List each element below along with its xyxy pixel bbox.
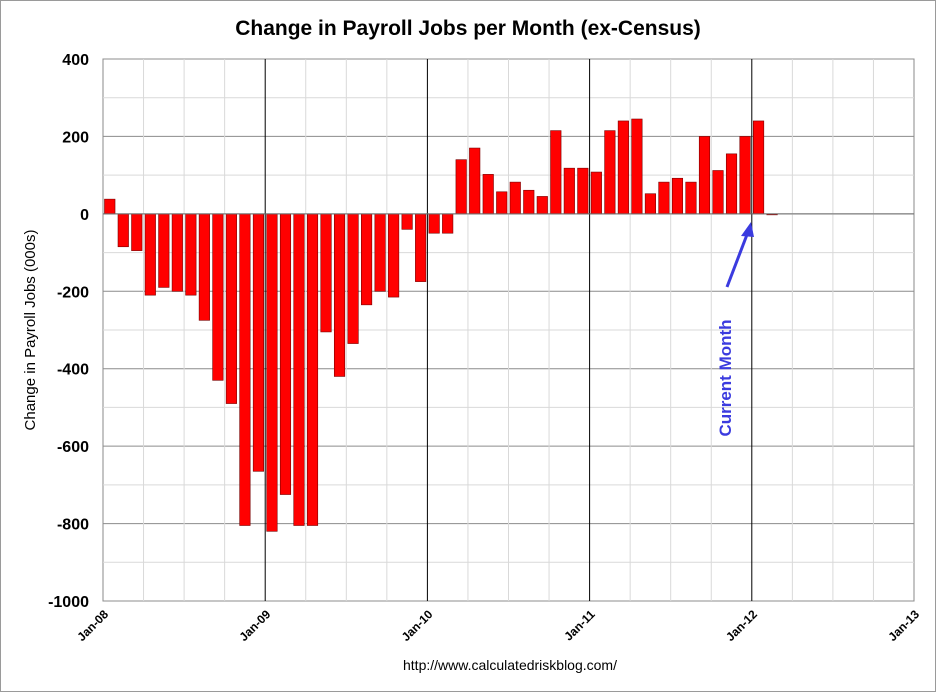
bar-2008-11: [239, 213, 251, 526]
bar-2010-01: [428, 213, 440, 234]
y-tick-label: -600: [57, 439, 89, 456]
y-tick-label: 200: [62, 129, 89, 146]
bar-2009-04: [306, 213, 319, 526]
annotation-arrowhead: [741, 222, 754, 237]
y-tick-label: 400: [62, 52, 89, 69]
bar-2009-09: [374, 213, 386, 292]
bar-2011-03: [617, 120, 629, 215]
bar-2009-08: [361, 213, 373, 306]
bar-2009-07: [347, 213, 359, 344]
bar-2008-08: [198, 213, 210, 321]
bar-2010-05: [482, 174, 494, 215]
bar-2011-11: [725, 153, 738, 215]
bar-2010-09: [536, 196, 548, 215]
bar-2011-10: [712, 170, 724, 215]
bar-2011-04: [631, 118, 643, 215]
bar-2010-06: [496, 191, 508, 215]
bar-2011-07: [671, 177, 684, 215]
bar-2010-04: [469, 147, 481, 215]
bar-2011-09: [698, 136, 711, 215]
bar-2008-02: [117, 213, 129, 248]
bar-2008-01: [104, 198, 116, 215]
bar-2009-01: [266, 213, 278, 532]
bar-2011-06: [658, 181, 670, 215]
bar-2012-01: [752, 120, 765, 215]
bar-2009-05: [320, 213, 332, 333]
bar-2011-05: [644, 193, 656, 215]
chart-title: Change in Payroll Jobs per Month (ex-Cen…: [235, 17, 701, 40]
bar-2010-08: [523, 189, 535, 215]
y-tick-label: 0: [80, 207, 89, 224]
bar-2010-12: [577, 167, 589, 215]
y-axis-label: Change in Payroll Jobs (000s): [22, 230, 39, 431]
bar-2009-10: [388, 213, 400, 298]
y-tick-label: -800: [57, 517, 89, 534]
source-text: http://www.calculatedriskblog.com/: [403, 657, 617, 673]
y-tick-label: -400: [57, 362, 89, 379]
bar-2011-08: [685, 181, 697, 215]
bar-2010-02: [442, 213, 454, 234]
bar-2008-07: [185, 213, 197, 296]
bar-2011-02: [604, 130, 616, 215]
bar-2008-05: [158, 213, 170, 288]
bar-2008-09: [212, 213, 224, 381]
bar-2009-12: [415, 213, 427, 282]
bar-2009-03: [293, 213, 305, 526]
annotation-arrow: [725, 231, 750, 288]
annotation-layer: Current Month: [716, 222, 754, 437]
bar-layer: [104, 118, 778, 532]
bar-2008-03: [131, 213, 143, 251]
bar-2010-11: [563, 167, 575, 215]
y-tick-label: -200: [57, 284, 89, 301]
annotation-text: Current Month: [716, 319, 735, 436]
bar-2011-12: [739, 136, 751, 215]
bar-2010-07: [509, 181, 521, 215]
bar-2009-11: [401, 213, 413, 230]
bar-2009-02: [279, 213, 292, 495]
bar-2011-01: [590, 171, 602, 215]
bar-2008-06: [171, 213, 183, 292]
bar-2009-06: [333, 213, 346, 377]
y-tick-label: -1000: [48, 594, 89, 611]
grid-layer: [103, 58, 914, 602]
bar-2008-04: [144, 213, 156, 296]
bar-2008-12: [252, 213, 265, 472]
bar-2008-10: [225, 213, 237, 404]
bar-2010-03: [455, 159, 467, 215]
bar-2010-10: [550, 130, 562, 215]
